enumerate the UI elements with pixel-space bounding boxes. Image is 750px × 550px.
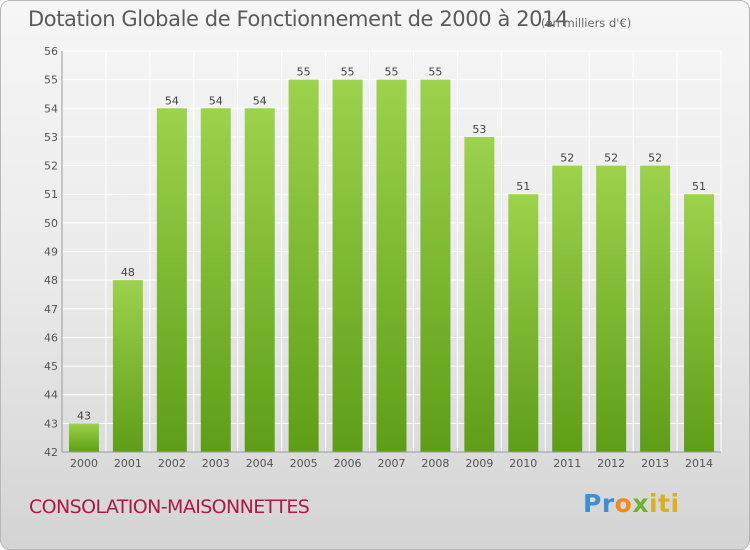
bar-2011	[552, 165, 583, 453]
bar-2004	[244, 108, 275, 453]
bar-2009	[464, 136, 495, 452]
x-tick-label: 2002	[158, 457, 186, 470]
data-label: 54	[253, 94, 267, 107]
proxiti-logo: Proxiti	[583, 489, 680, 518]
y-tick-label: 56	[44, 45, 58, 58]
y-tick-label: 51	[44, 188, 58, 201]
x-tick-label: 2005	[290, 457, 318, 470]
commune-name: CONSOLATION-MAISONNETTES	[29, 496, 310, 518]
x-tick-label: 2014	[685, 457, 713, 470]
data-label: 55	[385, 66, 399, 79]
x-tick-label: 2006	[334, 457, 362, 470]
x-tick-label: 2011	[553, 457, 581, 470]
data-label: 55	[297, 66, 311, 79]
y-tick-label: 43	[44, 417, 58, 430]
data-label: 52	[604, 152, 618, 165]
bar-2001	[112, 280, 143, 452]
axes: 42 43 44 45 46 47 48 49 50 51 52 53 54 55 56 43 2000 48 20…	[44, 45, 721, 470]
data-label: 51	[692, 180, 706, 193]
y-tick-label: 54	[44, 102, 58, 115]
logo-part: iti	[648, 489, 680, 518]
data-label: 54	[165, 94, 179, 107]
chart-title: Dotation Globale de Fonctionnement de 20…	[28, 7, 569, 31]
bar-2008	[420, 79, 451, 453]
logo-part: x	[632, 489, 649, 518]
data-label: 54	[209, 94, 223, 107]
logo-part: o	[614, 489, 633, 518]
bar-2002	[156, 108, 187, 453]
y-tick-label: 44	[44, 389, 58, 402]
y-tick-label: 53	[44, 131, 58, 144]
x-tick-label: 2012	[597, 457, 625, 470]
bar-2005	[288, 79, 319, 453]
y-tick-label: 55	[44, 74, 58, 87]
data-label: 53	[472, 123, 486, 136]
bar-2006	[332, 79, 363, 453]
data-label: 52	[560, 152, 574, 165]
x-tick-label: 2001	[114, 457, 142, 470]
x-tick-label: 2009	[465, 457, 493, 470]
data-label: 52	[648, 152, 662, 165]
x-tick-label: 2008	[421, 457, 449, 470]
bar-2012	[596, 165, 627, 453]
y-tick-label: 42	[44, 446, 58, 459]
x-tick-label: 2000	[70, 457, 98, 470]
data-label: 55	[341, 66, 355, 79]
x-tick-label: 2010	[509, 457, 537, 470]
y-tick-label: 52	[44, 160, 58, 173]
data-label: 48	[121, 266, 135, 279]
x-tick-label: 2004	[246, 457, 274, 470]
data-label: 51	[516, 180, 530, 193]
logo-part: Pr	[583, 489, 615, 518]
y-tick-label: 50	[44, 217, 58, 230]
bar-2003	[200, 108, 231, 453]
bar-2010	[508, 194, 539, 452]
x-tick-label: 2003	[202, 457, 230, 470]
y-tick-label: 49	[44, 246, 58, 259]
bars	[68, 79, 715, 453]
y-tick-label: 45	[44, 360, 58, 373]
y-tick-label: 47	[44, 303, 58, 316]
bar-2014	[684, 194, 715, 452]
bar-2007	[376, 79, 407, 453]
chart-subtitle: (en milliers d'€)	[541, 16, 632, 30]
y-tick-label: 46	[44, 331, 58, 344]
bar-2000	[68, 423, 99, 452]
bar-2013	[640, 165, 671, 453]
y-tick-label: 48	[44, 274, 58, 287]
data-label: 43	[77, 409, 91, 422]
x-tick-label: 2007	[378, 457, 406, 470]
data-label: 55	[428, 66, 442, 79]
x-tick-label: 2013	[641, 457, 669, 470]
